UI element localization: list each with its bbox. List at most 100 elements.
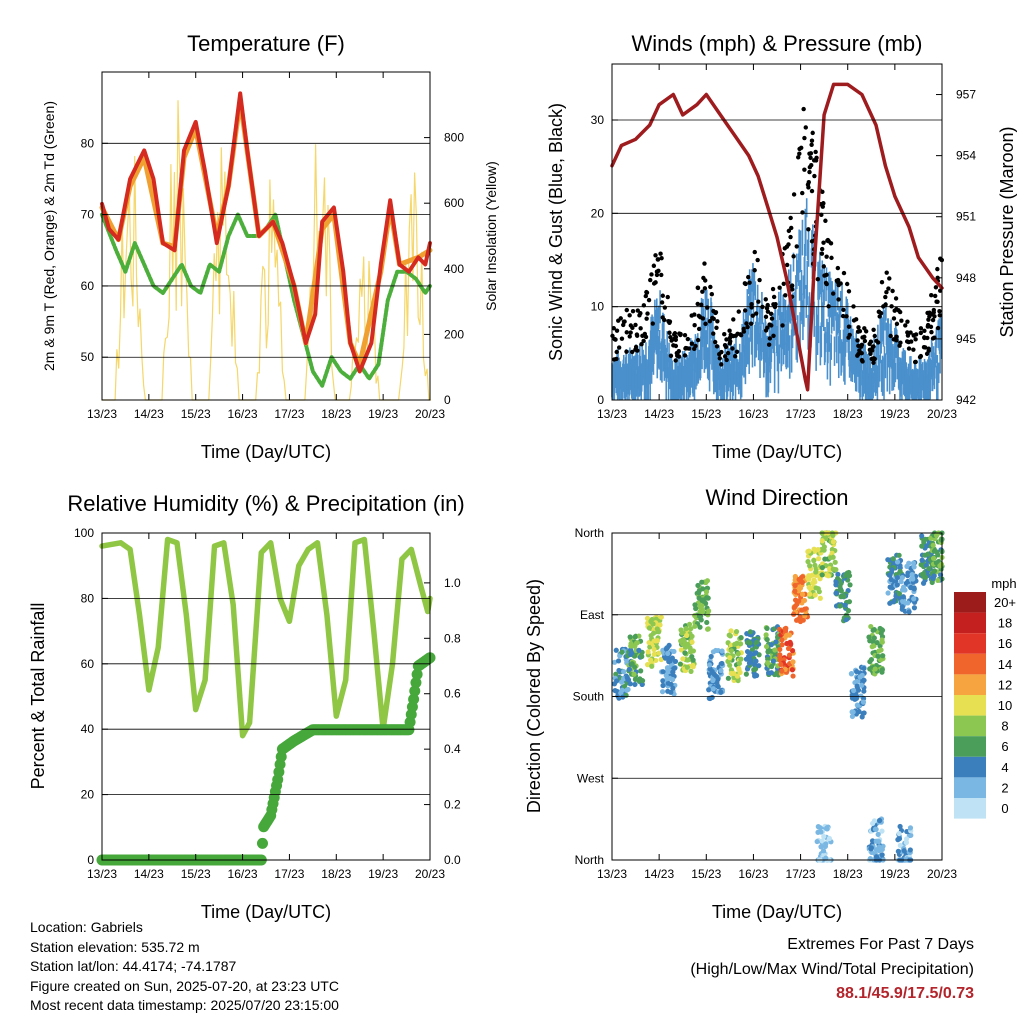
direction-point: [830, 532, 836, 538]
direction-point: [749, 647, 755, 653]
direction-point: [660, 678, 666, 684]
gust-point: [892, 308, 897, 313]
gust-point: [930, 317, 936, 323]
gust-point: [769, 323, 774, 328]
gust-point: [871, 356, 876, 361]
direction-point: [911, 596, 917, 602]
gust-point: [678, 332, 683, 338]
direction-point: [615, 658, 622, 664]
gust-point: [846, 289, 852, 294]
gust-point: [724, 357, 729, 363]
gust-point: [894, 338, 899, 343]
direction-point: [627, 634, 633, 640]
gust-point: [844, 314, 849, 319]
direction-point: [658, 656, 664, 663]
gust-point: [634, 332, 640, 337]
gust-point: [859, 357, 865, 363]
colorbar-swatch: [954, 612, 986, 634]
gust-point: [841, 270, 847, 276]
gust-point: [805, 182, 811, 187]
direction-point: [651, 651, 657, 657]
direction-point: [772, 647, 778, 653]
gust-point: [644, 289, 649, 295]
direction-point: [850, 687, 857, 694]
direction-point: [792, 603, 798, 609]
direction-point: [713, 647, 719, 654]
recent-timestamp: Most recent data timestamp: 2025/07/20 2…: [30, 997, 339, 1013]
gust-point: [840, 313, 846, 319]
direction-xtick-label: 14/23: [644, 867, 674, 881]
direction-point: [848, 671, 854, 677]
direction-point: [796, 576, 802, 583]
gust-point: [614, 349, 619, 355]
gust-point: [815, 277, 821, 282]
direction-xtick-label: 15/23: [691, 867, 721, 881]
gust-point: [846, 324, 852, 329]
direction-point: [644, 662, 651, 668]
gust-point: [836, 297, 841, 302]
gust-point: [801, 106, 806, 112]
gust-point: [743, 281, 748, 287]
gust-point: [893, 296, 899, 301]
temperature-title: Temperature (F): [187, 31, 345, 56]
gust-point: [715, 319, 720, 324]
gust-point: [835, 279, 840, 285]
direction-point: [764, 625, 770, 632]
direction-point: [792, 582, 798, 589]
direction-point: [699, 603, 705, 609]
direction-point: [660, 682, 666, 689]
direction-point: [816, 556, 822, 562]
direction-xlabel: Time (Day/UTC): [712, 902, 842, 922]
direction-point: [654, 626, 660, 632]
direction-point: [699, 579, 705, 585]
gust-point: [819, 246, 825, 252]
direction-point: [689, 633, 695, 639]
direction-point: [894, 574, 901, 581]
direction-point: [708, 653, 714, 660]
direction-point: [807, 563, 813, 569]
direction-point: [795, 588, 802, 594]
direction-point: [634, 640, 640, 646]
gust-point: [926, 317, 931, 322]
direction-point: [696, 590, 702, 596]
wind-ytick-right-label: 942: [956, 393, 976, 407]
gust-point: [819, 251, 825, 256]
direction-ytick-label: North: [575, 853, 604, 867]
gust-point: [819, 212, 824, 218]
gust-point: [788, 215, 793, 221]
direction-point: [779, 642, 785, 648]
gust-point: [752, 268, 757, 273]
gust-point: [809, 142, 814, 147]
wind-xtick-label: 18/23: [833, 407, 863, 421]
direction-ytick-label: West: [577, 771, 605, 785]
direction-point: [649, 663, 655, 669]
direction-point: [875, 653, 881, 659]
colorbar-label: 10: [998, 698, 1012, 713]
direction-point: [614, 678, 620, 684]
gust-point: [650, 321, 655, 326]
colorbar-swatch: [954, 695, 986, 716]
precipitation-point: [408, 693, 420, 705]
gust-point: [797, 151, 802, 156]
gust-point: [627, 313, 632, 318]
direction-point: [672, 658, 679, 665]
direction-point: [671, 648, 677, 655]
direction-point: [931, 573, 937, 579]
gust-point: [750, 313, 755, 318]
direction-point: [837, 584, 843, 590]
gust-point: [924, 351, 930, 356]
direction-point: [846, 599, 853, 605]
gust-point: [709, 292, 715, 297]
gust-point: [614, 356, 619, 362]
gust-point: [813, 149, 818, 155]
gust-point: [767, 336, 773, 341]
gust-point: [777, 285, 782, 290]
gust-point: [621, 322, 626, 328]
gust-point: [651, 281, 657, 286]
gust-point: [781, 281, 786, 286]
direction-point: [854, 668, 860, 675]
gust-point: [722, 354, 728, 359]
gust-point: [855, 338, 860, 343]
station-elevation: Station elevation: 535.72 m: [30, 938, 200, 955]
gust-point: [692, 312, 697, 317]
